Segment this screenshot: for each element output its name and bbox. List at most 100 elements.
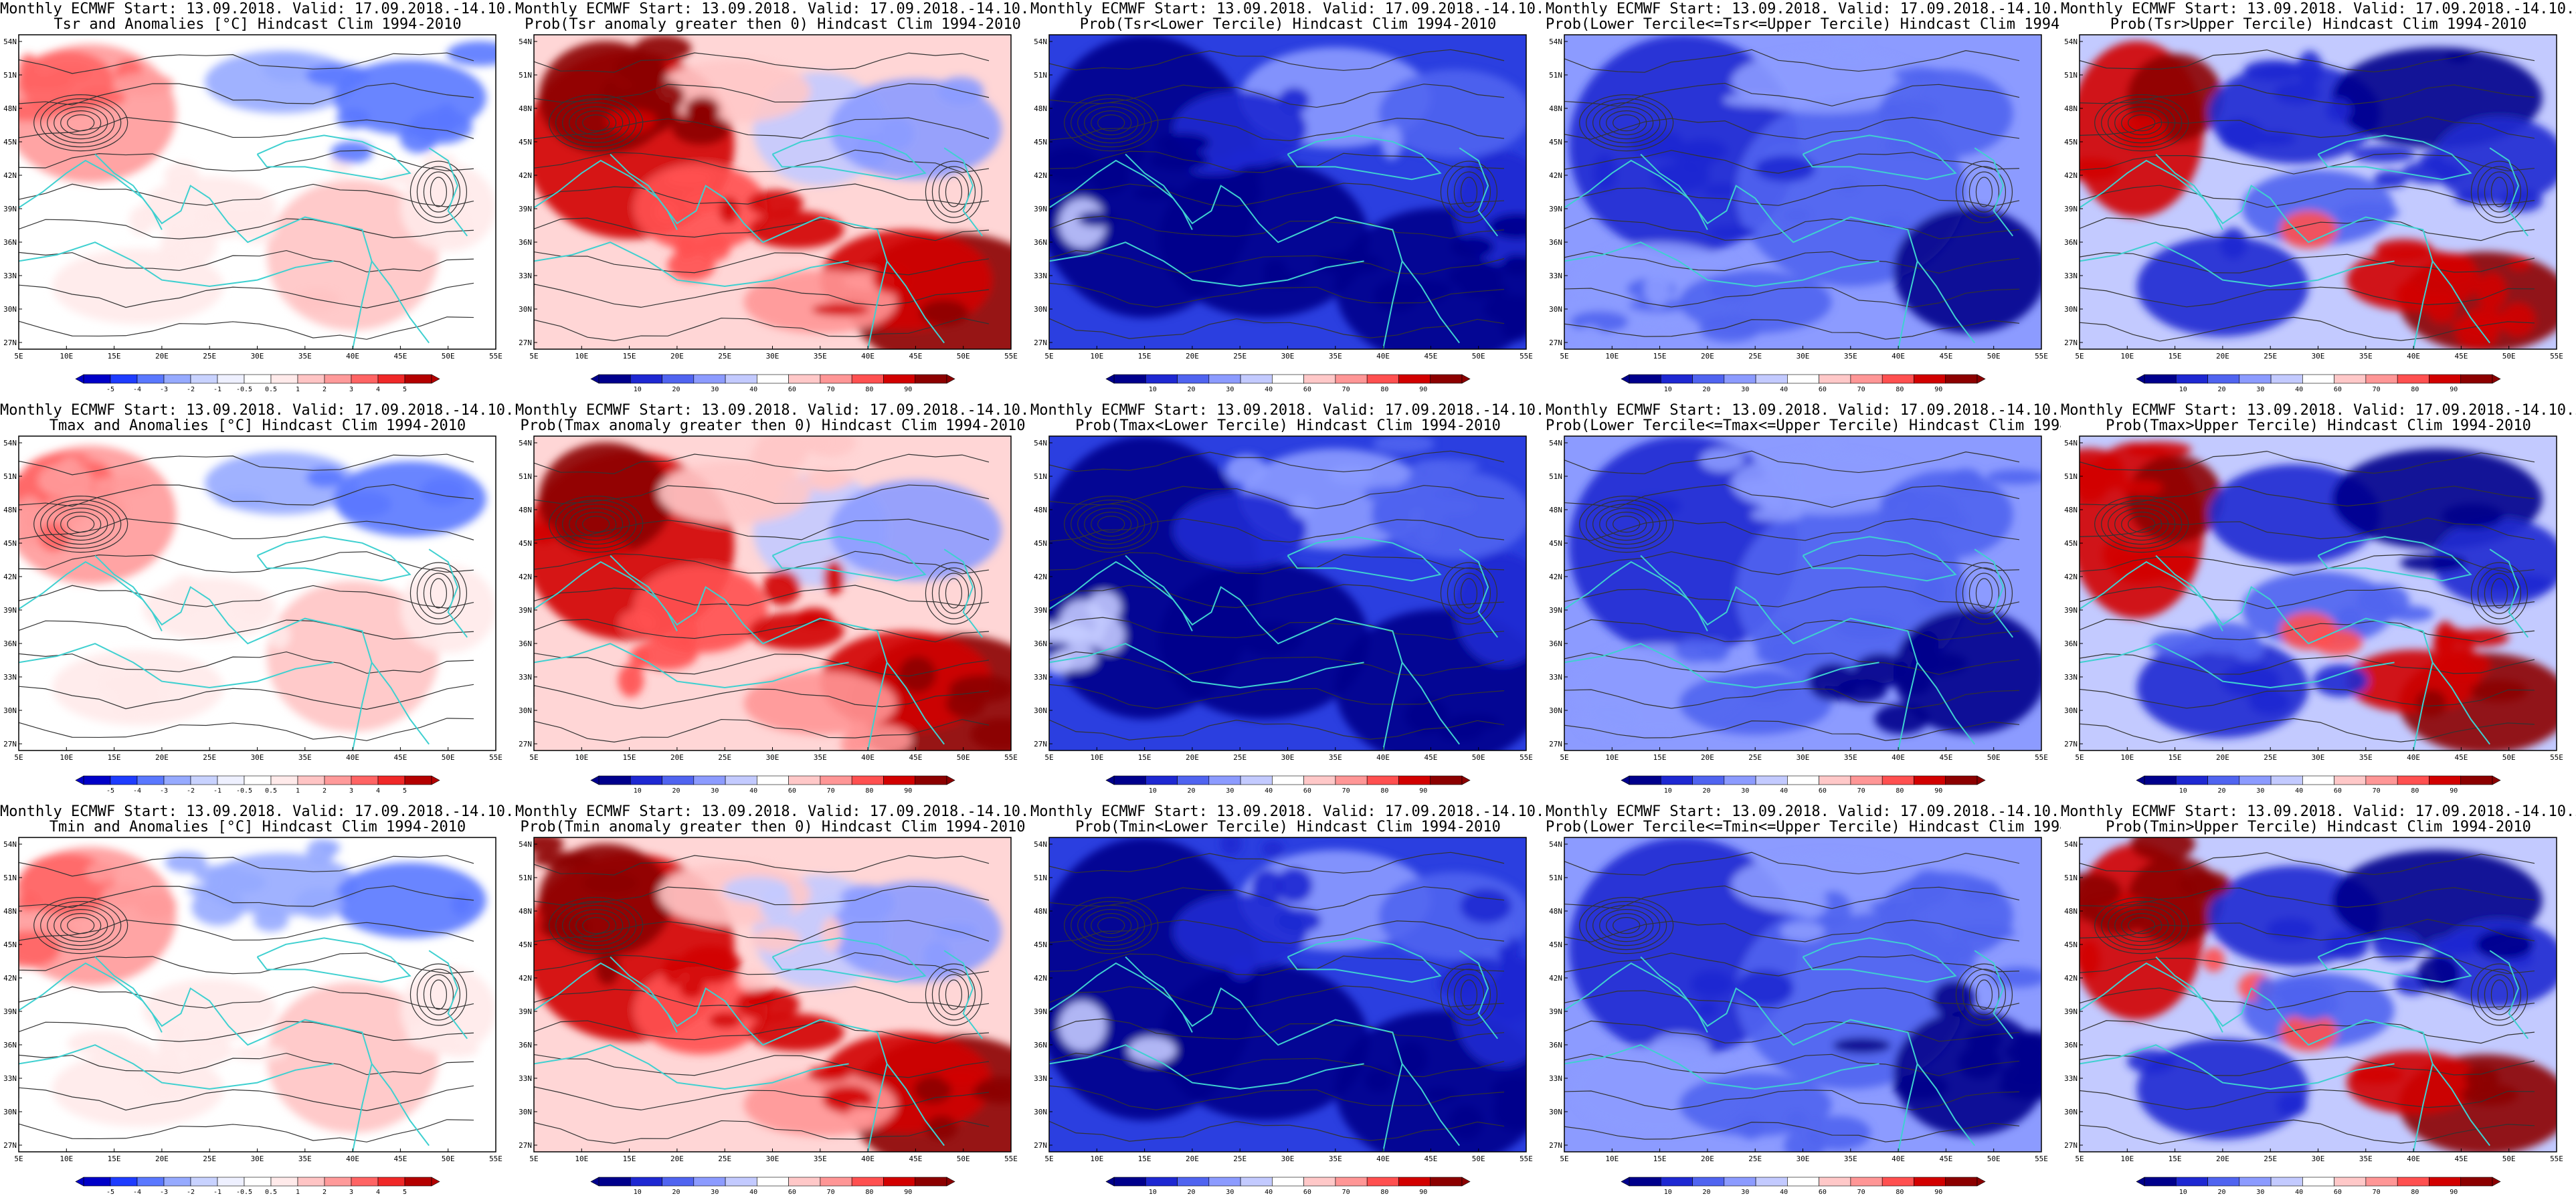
legend-swatch	[630, 1177, 662, 1187]
contour-ring	[40, 500, 122, 549]
legend-swatch	[1145, 374, 1178, 384]
shade-blob	[1894, 207, 2041, 334]
contour-line	[2080, 286, 2535, 308]
legend-label: 0.5	[265, 787, 277, 795]
color-legend: 10 20 30 40 60 70 80 90	[590, 775, 955, 795]
shade-blob	[2118, 114, 2167, 150]
coastline	[1640, 555, 1708, 631]
contour-ring	[54, 508, 108, 541]
lat-tick-label: 45N	[1549, 940, 1562, 949]
lat-tick-label: 42N	[519, 171, 532, 180]
lon-tick-label: 5E	[2075, 352, 2084, 361]
shaded-field	[534, 837, 1011, 1152]
lat-tick-label: 42N	[519, 974, 532, 983]
lat-tick-label: 39N	[1549, 205, 1562, 213]
shade-blob	[2420, 150, 2442, 171]
panel-title-line2: Prob(Tmin<Lower Tercile) Hindcast Clim 1…	[1075, 819, 1501, 835]
contour-ring	[1097, 516, 1125, 533]
legend-label: 20	[672, 787, 680, 795]
contour-ring	[925, 963, 983, 1026]
shade-blob	[667, 249, 715, 282]
coastline	[1564, 1044, 1879, 1090]
lon-tick-label: 55E	[2035, 352, 2048, 361]
contour-line	[1564, 919, 2020, 942]
legend-label: 80	[2411, 386, 2419, 393]
shade-blob	[1932, 981, 1975, 1018]
legend-label: 20	[1188, 787, 1196, 795]
lat-tick-label: 54N	[519, 439, 532, 447]
shade-blob	[1236, 184, 1262, 202]
coastline	[2080, 1044, 2395, 1090]
map-figure: 54N 51N 48N 45N 42N 39N 36N 33N 30N 27N 5E 10E 15E 20…	[1034, 837, 1533, 1196]
lon-tick-label: 50E	[1472, 753, 1485, 762]
shade-blob	[2446, 48, 2471, 63]
lat-tick-label: 30N	[2064, 1108, 2078, 1116]
panel-title-line2: Tmin and Anomalies [°C] Hindcast Clim 19…	[49, 819, 466, 835]
coastline	[2080, 241, 2395, 288]
shade-blob	[1758, 495, 1787, 510]
shade-blob	[183, 1035, 233, 1066]
color-legend: 10 20 30 40 60 70 80 90	[1621, 374, 1986, 393]
lat-tick-label: 48N	[1034, 907, 1047, 916]
shade-blob	[52, 1051, 224, 1127]
shade-blob	[1893, 1074, 1948, 1100]
contour-ring	[945, 979, 963, 1010]
lon-tick-label: 50E	[1472, 1155, 1485, 1163]
color-legend: 10 20 30 40 60 70 80 90	[2136, 1177, 2501, 1196]
lon-tick-label: 5E	[14, 352, 23, 361]
lon-tick-label: 20E	[670, 753, 684, 762]
legend-label: 30	[711, 386, 719, 393]
shade-blob	[1173, 91, 1307, 167]
shade-blob	[1574, 325, 1606, 349]
map-figure: 54N 51N 48N 45N 42N 39N 36N 33N 30N 27N 5E 10E 15E 20…	[1549, 837, 2048, 1196]
shade-blob	[381, 171, 434, 186]
panel-title-line1: Monthly ECMWF Start: 13.09.2018. Valid: …	[515, 402, 1030, 419]
legend-swatch	[324, 374, 352, 384]
lon-tick-label: 50E	[957, 352, 970, 361]
lon-tick-label: 5E	[1560, 352, 1568, 361]
legend-label: 80	[1380, 787, 1388, 795]
legend-label: 10	[1149, 787, 1157, 795]
legend-swatch	[1430, 775, 1463, 785]
legend-swatch	[2397, 1177, 2429, 1187]
coastline	[943, 950, 984, 1039]
lon-tick-label: 5E	[2075, 1155, 2084, 1163]
lat-tick-label: 36N	[1034, 238, 1047, 247]
legend-swatch	[1208, 775, 1241, 785]
legend-swatch	[244, 374, 272, 384]
coastline	[256, 536, 411, 582]
legend-swatch	[1724, 775, 1756, 785]
color-legend: 10 20 30 40 60 70 80 90	[590, 1177, 955, 1196]
contour-ring	[1586, 500, 1667, 549]
legend-label: 90	[1419, 787, 1427, 795]
map-figure: 54N 51N 48N 45N 42N 39N 36N 33N 30N 27N 5E 10E 15E 20…	[519, 34, 1018, 393]
lon-tick-label: 40E	[2407, 352, 2420, 361]
shade-blob	[1962, 880, 2000, 902]
lon-tick-label: 10E	[60, 753, 73, 762]
shade-blob	[1653, 143, 1720, 161]
contour-line	[534, 1086, 990, 1111]
contour-line	[1049, 851, 1505, 874]
legend-label: 60	[788, 386, 796, 393]
legend-swatch	[1692, 775, 1725, 785]
contour-ring	[1097, 917, 1125, 934]
legend-label: 10	[1149, 386, 1157, 393]
contour-line	[534, 284, 990, 308]
contour-line	[19, 919, 474, 942]
panel-title-line1: Monthly ECMWF Start: 13.09.2018. Valid: …	[0, 1, 515, 17]
coastline	[1640, 153, 1708, 230]
contour-lines	[1564, 851, 2020, 1142]
shade-blob	[763, 569, 801, 605]
legend-swatch	[351, 374, 379, 384]
shade-blob	[2312, 628, 2363, 656]
contour-line	[534, 585, 990, 607]
lon-tick-label: 20E	[1186, 753, 1199, 762]
shade-blob	[2460, 1084, 2518, 1106]
shade-blob	[1723, 94, 1788, 106]
coastline	[771, 536, 927, 582]
legend-label: 20	[1703, 787, 1711, 795]
map-panel-r3c4: Monthly ECMWF Start: 13.09.2018. Valid: …	[1546, 803, 2061, 1204]
shade-blob	[2136, 1038, 2309, 1140]
lon-tick-label: 5E	[2075, 753, 2084, 762]
shade-blob	[2280, 211, 2338, 249]
